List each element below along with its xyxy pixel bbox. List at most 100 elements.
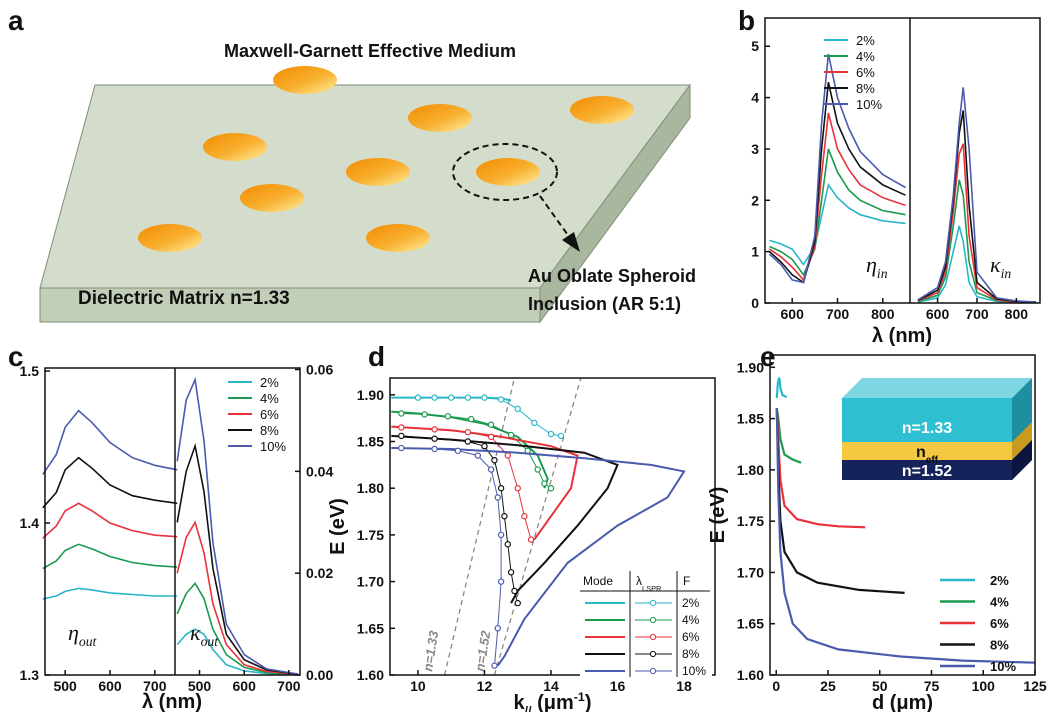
inset-label: n=1.33 bbox=[902, 420, 952, 437]
lspr-point bbox=[474, 452, 482, 459]
label-part: k bbox=[514, 692, 526, 712]
annotation: κout bbox=[190, 620, 219, 649]
lspr-point bbox=[421, 411, 428, 418]
legend-label: 8% bbox=[856, 81, 875, 96]
inclusion bbox=[138, 224, 202, 252]
y-tick-label: 1.90 bbox=[357, 387, 384, 403]
reference-line bbox=[493, 377, 582, 676]
inclusion-label: Inclusion (AR 5:1) bbox=[528, 294, 681, 314]
inclusions bbox=[138, 66, 634, 252]
inset-layer bbox=[842, 398, 1012, 442]
lspr-point bbox=[504, 541, 511, 548]
lspr-line bbox=[417, 397, 562, 437]
label-part: eff bbox=[926, 455, 939, 466]
label-part: κ bbox=[190, 620, 201, 645]
y-tick-label: 1.5 bbox=[20, 363, 40, 379]
y-tick-label: 0.06 bbox=[306, 362, 333, 378]
arrow-line bbox=[539, 195, 571, 239]
mode-line bbox=[391, 434, 619, 604]
series-line bbox=[917, 143, 1037, 304]
y-tick-label: 1.70 bbox=[357, 574, 384, 590]
lspr-point bbox=[497, 578, 505, 585]
series-line bbox=[42, 456, 178, 509]
legend-label: 10% bbox=[990, 659, 1016, 674]
series-line bbox=[775, 408, 802, 464]
lspr-point bbox=[454, 447, 462, 455]
y-tick-label: 1 bbox=[751, 244, 759, 260]
series-line bbox=[769, 148, 906, 277]
lspr-point bbox=[504, 452, 511, 459]
x-tick-label: 125 bbox=[1023, 678, 1047, 694]
inset-layer bbox=[842, 442, 1012, 460]
y-tick-label: 1.4 bbox=[20, 515, 40, 531]
legend-label: 8% bbox=[990, 638, 1009, 653]
lspr-point bbox=[481, 394, 488, 401]
x-tick-label: 0 bbox=[772, 678, 780, 694]
panel-a: a Maxwell-Garnett Effective Medium Diele… bbox=[8, 5, 696, 324]
lspr-line bbox=[401, 427, 532, 540]
highlight-ring bbox=[452, 143, 558, 201]
lspr-point bbox=[494, 494, 501, 501]
x-tick-label: 700 bbox=[965, 306, 989, 322]
series-line bbox=[176, 376, 298, 675]
panel-label: e bbox=[760, 341, 776, 372]
x-tick-label: 700 bbox=[277, 678, 301, 694]
label-part: LSPR bbox=[642, 584, 662, 593]
inclusion bbox=[273, 66, 337, 94]
lspr-point bbox=[514, 599, 521, 607]
legend-label: 8% bbox=[682, 647, 700, 661]
legend-label: 2% bbox=[856, 33, 875, 48]
lspr-point bbox=[464, 438, 472, 445]
label-part: -1 bbox=[574, 690, 585, 704]
lspr-point bbox=[547, 485, 555, 492]
y-tick-label: 0.04 bbox=[306, 463, 333, 479]
x-tick-label: 600 bbox=[926, 306, 950, 322]
label-part: in bbox=[1001, 266, 1012, 281]
y-axis-label: E (eV) bbox=[327, 498, 349, 555]
x-tick-label: 800 bbox=[871, 306, 895, 322]
legend-label: 6% bbox=[682, 630, 700, 644]
series-line bbox=[769, 112, 906, 282]
lspr-point bbox=[464, 428, 472, 436]
series-line bbox=[42, 543, 178, 570]
y-tick-label: 0.02 bbox=[306, 565, 333, 581]
x-tick-label: 600 bbox=[781, 306, 805, 322]
plot-frame bbox=[44, 367, 301, 676]
lspr-point bbox=[414, 394, 422, 401]
reference-label: n=1.52 bbox=[472, 629, 493, 672]
lspr-line bbox=[401, 447, 502, 666]
lspr-point bbox=[511, 587, 518, 595]
lspr-point bbox=[507, 431, 515, 439]
lspr-point bbox=[431, 445, 438, 453]
lspr-point bbox=[448, 394, 455, 401]
label-part: κ bbox=[990, 252, 1001, 277]
diagram-title: Maxwell-Garnett Effective Medium bbox=[224, 41, 516, 61]
inclusion bbox=[366, 224, 430, 252]
annotation: ηin bbox=[866, 252, 888, 281]
legend-marker bbox=[649, 616, 657, 624]
x-axis-label: d (μm) bbox=[872, 692, 933, 712]
legend-label: 10% bbox=[260, 439, 286, 454]
y-axis-label: E (eV) bbox=[707, 487, 729, 544]
x-tick-label: 16 bbox=[610, 678, 626, 694]
lspr-point bbox=[497, 485, 505, 492]
legend-label: 10% bbox=[856, 97, 882, 112]
inclusion-label: Au Oblate Spheroid bbox=[528, 266, 696, 286]
x-axis-label: λ (nm) bbox=[872, 325, 932, 347]
y-tick-label: 1.60 bbox=[737, 667, 764, 683]
legend-label: 8% bbox=[260, 423, 279, 438]
legend-label: 2% bbox=[990, 573, 1009, 588]
inclusion bbox=[346, 158, 410, 186]
lspr-point bbox=[487, 421, 495, 428]
lspr-point bbox=[398, 444, 405, 452]
lspr-point bbox=[431, 426, 438, 433]
label-part: η bbox=[68, 620, 79, 645]
label-part: λ bbox=[636, 574, 642, 588]
lspr-point bbox=[547, 430, 555, 438]
label-part: η bbox=[866, 252, 877, 277]
legend-label: 2% bbox=[260, 375, 279, 390]
lspr-point bbox=[541, 480, 548, 487]
reference-label: n=1.33 bbox=[420, 629, 441, 672]
x-tick-label: 12 bbox=[477, 678, 493, 694]
x-tick-label: 600 bbox=[98, 678, 122, 694]
